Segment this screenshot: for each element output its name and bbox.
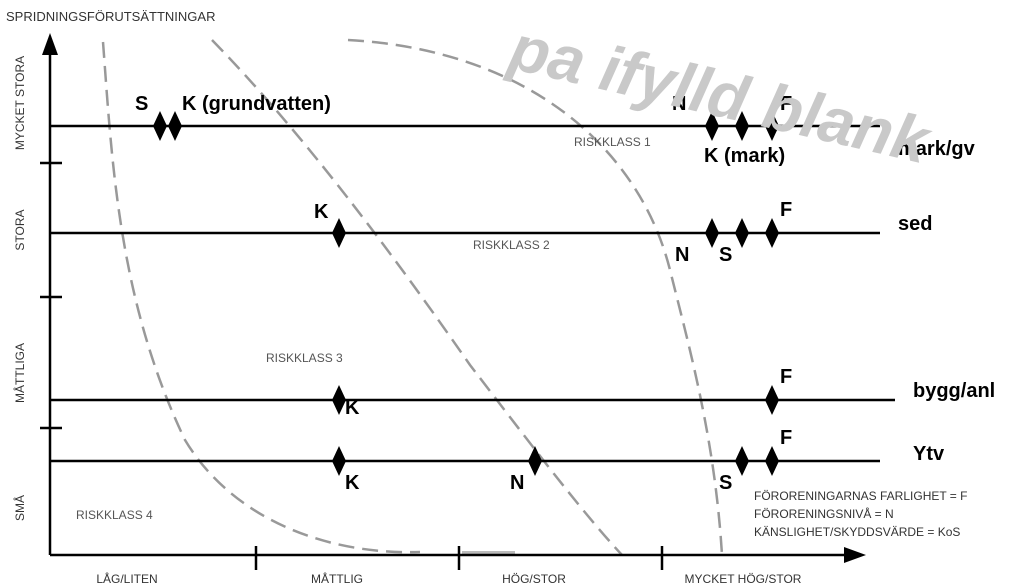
row-name-mark-gv: mark/gv (898, 138, 976, 160)
label-ytv-f: F (780, 427, 792, 449)
label-mark-gv-k-mark: K (mark) (704, 145, 785, 167)
diamond-ytv-s (735, 446, 749, 476)
boundary-riskklass-2-3 (211, 39, 623, 556)
legend-foroeningsniva: FÖRORENINGSNIVÅ = N (754, 506, 894, 521)
diamond-mark-gv-k-mark (705, 111, 719, 141)
label-bygg-k: K (345, 397, 360, 419)
boundary-riskklass-3-4 (101, 41, 421, 554)
row-name-sed: sed (898, 213, 932, 235)
label-mark-gv-f: F (780, 93, 792, 115)
x-axis-arrow-icon (844, 547, 866, 563)
diamond-mark-gv-f (765, 111, 779, 141)
label-sed-f: F (780, 199, 792, 221)
x-category-hog-stor: HÖG/STOR (502, 572, 566, 586)
diamond-mark-gv-n (735, 111, 749, 141)
diamond-sed-s (735, 218, 749, 248)
x-category-mattlig: MÅTTLIG (311, 571, 363, 586)
diamond-mark-gv-s (153, 111, 167, 141)
row-lines (50, 124, 895, 463)
diamond-sed-n (705, 218, 719, 248)
diamond-markers (153, 111, 779, 476)
y-category-mattliga: MÅTTLIGA (12, 343, 27, 403)
y-category-sma: SMÅ (12, 495, 27, 521)
legend-kanslighet: KÄNSLIGHET/SKYDDSVÄRDE = KoS (754, 525, 960, 539)
label-mark-gv-s: S (135, 93, 148, 115)
boundary-riskklass-1-2 (347, 38, 724, 556)
label-sed-k: K (314, 201, 329, 223)
y-category-mycket-stora: MYCKET STORA (13, 56, 27, 150)
legend-farlighet: FÖRORENINGARNAS FARLIGHET = F (754, 489, 967, 503)
diamond-ytv-k (332, 446, 346, 476)
diamond-bygg-f (765, 385, 779, 415)
x-category-lag-liten: LÅG/LITEN (96, 571, 157, 586)
y-axis-title: SPRIDNINGSFÖRUTSÄTTNINGAR (6, 9, 215, 24)
diamond-ytv-f (765, 446, 779, 476)
label-mark-gv-k-grundvatten: K (grundvatten) (182, 93, 331, 115)
x-category-mycket-hog-stor: MYCKET HÖG/STOR (685, 572, 802, 586)
diamond-ytv-n (528, 446, 542, 476)
diamond-sed-f (765, 218, 779, 248)
riskklass-2-label: RISKKLASS 2 (473, 238, 550, 252)
label-mark-gv-n: N (672, 93, 686, 115)
label-sed-s: S (719, 244, 732, 266)
label-sed-n: N (675, 244, 689, 266)
diamond-mark-gv-k (168, 111, 182, 141)
y-category-stora: STORA (13, 209, 27, 250)
riskklass-4-label: RISKKLASS 4 (76, 508, 153, 522)
label-ytv-n: N (510, 472, 524, 494)
riskklass-1-label: RISKKLASS 1 (574, 135, 651, 149)
y-axis-arrow-icon (42, 33, 58, 55)
riskklass-3-label: RISKKLASS 3 (266, 351, 343, 365)
diamond-bygg-k (332, 385, 346, 415)
diamond-sed-k (332, 218, 346, 248)
label-ytv-s: S (719, 472, 732, 494)
risk-class-boundaries (101, 38, 724, 556)
label-bygg-f: F (780, 366, 792, 388)
row-name-bygg-anl: bygg/anl (913, 380, 995, 402)
label-ytv-k: K (345, 472, 360, 494)
row-name-ytv: Ytv (913, 443, 945, 465)
